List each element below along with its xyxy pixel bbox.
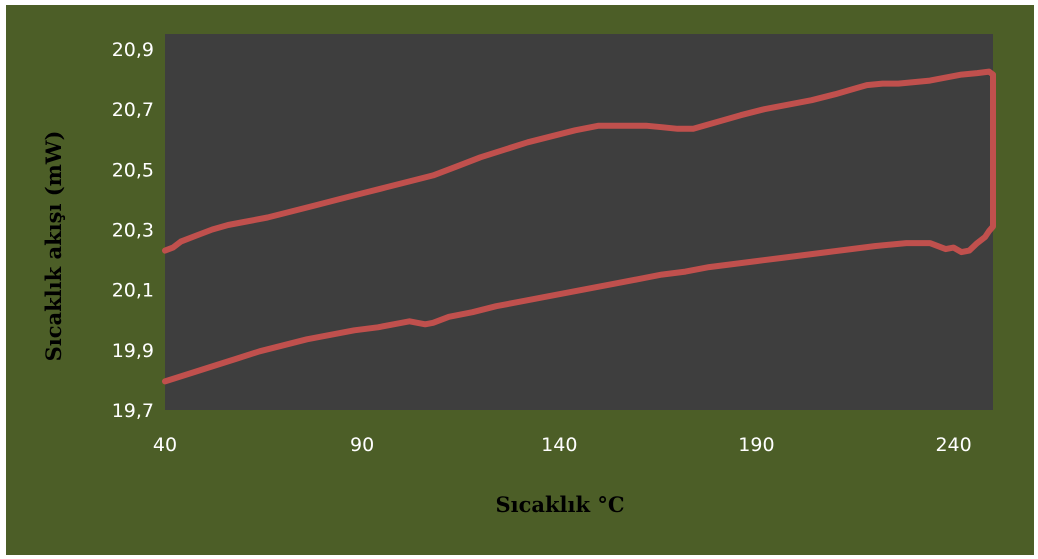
y-axis-ticks: 19,7 19,9 20,1 20,3 20,5 20,7 20,9 (112, 39, 154, 422)
series-line-2 (162, 71, 996, 385)
y-tick-label: 20,5 (112, 159, 154, 181)
plot-area (165, 34, 993, 410)
line-chart: 19,7 19,9 20,1 20,3 20,5 20,7 20,9 40 90 140 190 2… (41, 34, 996, 517)
x-tick-label: 140 (541, 434, 577, 456)
y-tick-label: 20,1 (112, 280, 154, 302)
x-tick-label: 190 (738, 434, 774, 456)
y-tick-label: 20,3 (112, 220, 154, 242)
x-tick-label: 240 (935, 434, 971, 456)
y-axis-title: Sıcaklık akışı (mW) (41, 131, 66, 362)
y-tick-label: 20,9 (112, 39, 154, 61)
chart-figure: 19,7 19,9 20,1 20,3 20,5 20,7 20,9 40 90 140 190 2… (6, 5, 1034, 555)
series-line-1 (162, 68, 996, 254)
y-tick-label: 20,7 (112, 99, 154, 121)
x-tick-label: 40 (153, 434, 177, 456)
x-tick-label: 90 (350, 434, 374, 456)
y-tick-label: 19,9 (112, 340, 154, 362)
series-layer (162, 68, 996, 385)
x-axis-ticks: 40 90 140 190 240 (153, 434, 972, 456)
x-axis-title: Sıcaklık °C (495, 492, 624, 517)
y-tick-label: 19,7 (112, 400, 154, 422)
